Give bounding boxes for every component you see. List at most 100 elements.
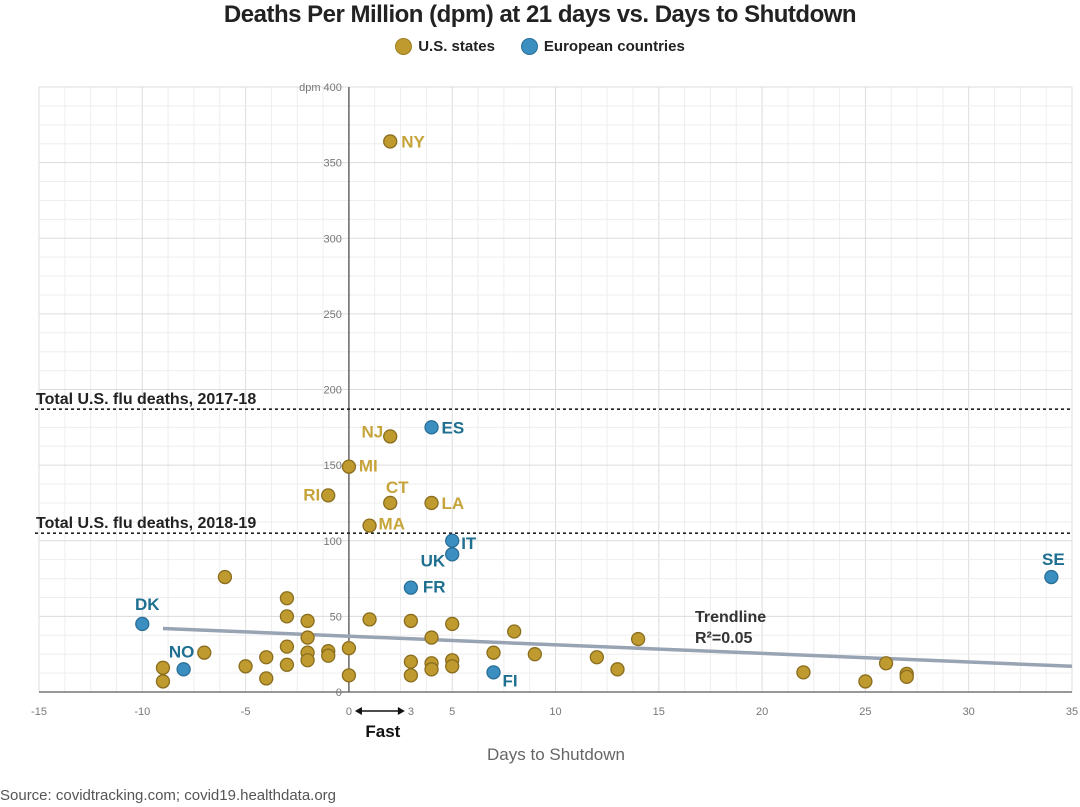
x-tick-label: -10 bbox=[134, 706, 150, 718]
x-tick-label: 3 bbox=[408, 706, 414, 718]
data-point bbox=[341, 640, 357, 656]
x-tick-label: 25 bbox=[859, 706, 871, 718]
x-tick-label: -15 bbox=[31, 706, 47, 718]
data-label-se: SE bbox=[1042, 550, 1065, 569]
arrow-left-icon bbox=[354, 707, 362, 715]
data-point-it bbox=[445, 533, 460, 548]
data-point bbox=[300, 630, 315, 645]
trendline-label: Trendline bbox=[695, 609, 766, 626]
legend-marker-european-countries bbox=[520, 38, 538, 55]
data-point bbox=[527, 647, 542, 662]
data-point-la bbox=[424, 495, 439, 511]
data-point bbox=[858, 674, 873, 689]
data-label-ri: RI bbox=[303, 485, 320, 504]
data-point bbox=[445, 616, 460, 632]
data-point bbox=[424, 630, 439, 645]
data-point bbox=[445, 659, 460, 674]
data-label-uk: UK bbox=[421, 551, 446, 570]
data-point bbox=[424, 662, 439, 677]
data-point bbox=[155, 660, 171, 675]
data-point bbox=[300, 653, 315, 668]
data-label-no: NO bbox=[169, 642, 195, 661]
data-label-dk: DK bbox=[135, 595, 160, 614]
data-point bbox=[279, 591, 295, 606]
data-point bbox=[403, 654, 419, 669]
y-tick-label: 0 bbox=[336, 687, 342, 699]
data-point bbox=[362, 612, 377, 627]
data-point-no bbox=[176, 662, 191, 677]
data-label-ct: CT bbox=[386, 478, 409, 497]
data-point bbox=[589, 650, 604, 665]
data-label-fi: FI bbox=[503, 671, 518, 690]
data-point-fi bbox=[486, 665, 501, 680]
data-label-ny: NY bbox=[401, 132, 425, 151]
legend-label-us-states: U.S. states bbox=[418, 38, 495, 55]
trendline-group: Trendline R²=0.05 bbox=[162, 609, 1073, 669]
data-label-fr: FR bbox=[423, 578, 446, 597]
legend-marker-us-states bbox=[395, 38, 413, 55]
data-point bbox=[507, 624, 522, 639]
data-point bbox=[155, 674, 171, 689]
data-label-mi: MI bbox=[359, 457, 378, 476]
x-tick-label: 30 bbox=[963, 706, 975, 718]
data-point bbox=[403, 668, 419, 683]
reference-lines: Total U.S. flu deaths, 2017-18 Total U.S.… bbox=[35, 391, 1072, 534]
x-tick-label: 10 bbox=[549, 706, 561, 718]
legend-item-european-countries: European countries bbox=[520, 38, 685, 55]
data-point bbox=[403, 613, 419, 629]
y-tick-label: 200 bbox=[324, 385, 342, 397]
chart-title: Deaths Per Million (dpm) at 21 days vs. … bbox=[223, 1, 857, 28]
legend-item-us-states: U.S. states bbox=[395, 38, 495, 55]
x-tick-label: 15 bbox=[653, 706, 665, 718]
legend-label-european-countries: European countries bbox=[543, 38, 685, 55]
data-point-ri bbox=[321, 488, 336, 503]
data-points: NY NJ MI RI CT LA MA ES IT UK FR SE DK NO FI bbox=[135, 132, 1065, 690]
flu-deaths-reference-label: Total U.S. flu deaths, 2018-19 bbox=[36, 515, 256, 532]
flu-deaths-reference-label: Total U.S. flu deaths, 2017-18 bbox=[36, 391, 256, 408]
data-point bbox=[610, 662, 625, 677]
data-label-ma: MA bbox=[379, 515, 405, 534]
data-label-it: IT bbox=[461, 534, 477, 553]
x-tick-label: 5 bbox=[449, 706, 455, 718]
fast-annotation-label: Fast bbox=[365, 722, 400, 741]
trendline-r2-label: R²=0.05 bbox=[695, 630, 752, 647]
data-point-nj bbox=[383, 429, 398, 444]
annotations: Fast bbox=[354, 707, 405, 741]
source-note: Source: covidtracking.com; covid19.healt… bbox=[0, 787, 337, 804]
data-point bbox=[341, 668, 357, 683]
data-label-es: ES bbox=[442, 418, 465, 437]
trendline bbox=[162, 626, 1073, 669]
data-point-mi bbox=[341, 459, 357, 474]
data-point bbox=[796, 665, 811, 680]
data-point bbox=[878, 656, 894, 671]
y-tick-label: 150 bbox=[324, 460, 342, 472]
data-point-ma bbox=[362, 518, 377, 533]
data-point-uk bbox=[445, 547, 460, 562]
data-point bbox=[486, 645, 501, 660]
data-point bbox=[300, 613, 315, 629]
data-point-dk bbox=[135, 616, 150, 632]
y-tick-label: 250 bbox=[324, 309, 342, 321]
data-point-ny bbox=[383, 134, 398, 149]
x-tick-label: -5 bbox=[241, 706, 251, 718]
y-tick-label: 350 bbox=[324, 158, 342, 170]
y-tick-label: 100 bbox=[324, 536, 342, 548]
grid bbox=[38, 86, 1073, 693]
y-tick-label: 50 bbox=[330, 611, 342, 623]
data-point bbox=[279, 639, 295, 654]
data-point-ct bbox=[383, 495, 398, 511]
x-axis-title: Days to Shutdown bbox=[487, 745, 625, 764]
data-point-fr bbox=[403, 580, 419, 595]
data-point bbox=[238, 659, 253, 674]
arrow-right-icon bbox=[397, 707, 405, 715]
data-point-se bbox=[1044, 569, 1059, 585]
data-point bbox=[279, 609, 295, 624]
data-point bbox=[321, 648, 336, 663]
data-point bbox=[279, 657, 295, 672]
data-point bbox=[259, 671, 274, 686]
data-label-la: LA bbox=[442, 494, 465, 513]
axes: -15 -10 -5 0 3 5 10 15 20 25 30 3505010015020025030… bbox=[31, 82, 1078, 764]
x-tick-label: 20 bbox=[756, 706, 768, 718]
data-point bbox=[217, 569, 233, 585]
